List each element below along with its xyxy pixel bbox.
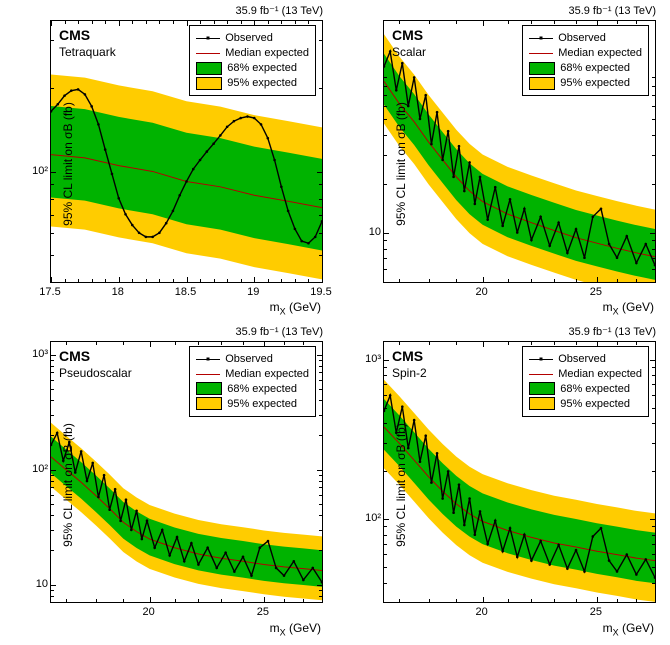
y-tick-label: 10² xyxy=(26,463,48,475)
y-axis-label: 95% CL limit on σB (fb) xyxy=(394,102,408,226)
cms-label: CMS xyxy=(392,348,423,364)
lumi-label: 35.9 fb⁻¹ (13 TeV) xyxy=(235,4,323,17)
lumi-label: 35.9 fb⁻¹ (13 TeV) xyxy=(235,325,323,338)
x-tick-label: 18.5 xyxy=(175,286,196,298)
panel-scalar: 35.9 fb⁻¹ (13 TeV) CMS Scalar ObservedMedia… xyxy=(337,4,666,325)
x-axis-label: mX (GeV) xyxy=(270,621,321,637)
x-tick-label: 25 xyxy=(257,606,269,618)
legend-median: Median expected xyxy=(529,46,642,60)
legend-95: 95% expected xyxy=(196,397,309,411)
lumi-label: 35.9 fb⁻¹ (13 TeV) xyxy=(568,4,656,17)
y-tick-label: 10³ xyxy=(26,348,48,360)
legend-68: 68% expected xyxy=(529,382,642,396)
legend-95: 95% expected xyxy=(529,76,642,90)
x-tick-label: 20 xyxy=(475,286,487,298)
plot-area: CMS Pseudoscalar ObservedMedian expected68… xyxy=(50,341,323,604)
x-tick-label: 20 xyxy=(142,606,154,618)
y-axis-label: 95% CL limit on σB (fb) xyxy=(394,423,408,547)
model-label: Pseudoscalar xyxy=(59,366,132,380)
y-tick-label: 10² xyxy=(26,165,48,177)
y-axis-label: 95% CL limit on σB (fb) xyxy=(61,102,75,226)
model-label: Tetraquark xyxy=(59,45,116,59)
x-tick-label: 19 xyxy=(247,286,259,298)
x-axis-label: mX (GeV) xyxy=(603,300,654,316)
y-tick-label: 10³ xyxy=(359,353,381,365)
legend-95: 95% expected xyxy=(529,397,642,411)
x-tick-label: 20 xyxy=(475,606,487,618)
lumi-label: 35.9 fb⁻¹ (13 TeV) xyxy=(568,325,656,338)
panel-spin2: 35.9 fb⁻¹ (13 TeV) CMS Spin-2 ObservedMedia… xyxy=(337,325,666,645)
x-tick-label: 25 xyxy=(590,286,602,298)
legend-observed: Observed xyxy=(196,352,309,366)
legend-median: Median expected xyxy=(529,367,642,381)
x-tick-label: 19.5 xyxy=(310,286,331,298)
x-axis-label: mX (GeV) xyxy=(270,300,321,316)
legend: ObservedMedian expected68% expected95% e… xyxy=(522,346,649,417)
x-tick-label: 17.5 xyxy=(39,286,60,298)
legend-68: 68% expected xyxy=(196,382,309,396)
legend-observed: Observed xyxy=(529,31,642,45)
legend: ObservedMedian expected68% expected95% e… xyxy=(522,25,649,96)
chart-grid: 35.9 fb⁻¹ (13 TeV)CMSTetraquarkObservedM… xyxy=(0,0,670,645)
legend-68: 68% expected xyxy=(196,61,309,75)
y-tick-label: 10 xyxy=(359,226,381,238)
legend: ObservedMedian expected68% expected95% e… xyxy=(189,346,316,417)
legend-observed: Observed xyxy=(529,352,642,366)
x-tick-label: 25 xyxy=(590,606,602,618)
cms-label: CMS xyxy=(59,27,90,43)
plot-area: CMS Scalar ObservedMedian expected68% expe… xyxy=(383,20,656,283)
model-label: Scalar xyxy=(392,45,426,59)
legend: ObservedMedian expected68% expected95% e… xyxy=(189,25,316,96)
y-tick-label: 10 xyxy=(26,578,48,590)
legend-observed: Observed xyxy=(196,31,309,45)
panel-tetraquark: 35.9 fb⁻¹ (13 TeV) CMS Tetraquark ObservedM… xyxy=(4,4,333,325)
cms-label: CMS xyxy=(392,27,423,43)
plot-area: CMS Tetraquark ObservedMedian expected68% … xyxy=(50,20,323,283)
legend-median: Median expected xyxy=(196,367,309,381)
model-label: Spin-2 xyxy=(392,366,427,380)
y-tick-label: 10² xyxy=(359,512,381,524)
legend-median: Median expected xyxy=(196,46,309,60)
x-axis-label: mX (GeV) xyxy=(603,621,654,637)
cms-label: CMS xyxy=(59,348,90,364)
panel-pseudoscalar: 35.9 fb⁻¹ (13 TeV) CMS Pseudoscalar Observe… xyxy=(4,325,333,645)
legend-95: 95% expected xyxy=(196,76,309,90)
plot-area: CMS Spin-2 ObservedMedian expected68% expe… xyxy=(383,341,656,604)
legend-68: 68% expected xyxy=(529,61,642,75)
x-tick-label: 18 xyxy=(112,286,124,298)
y-axis-label: 95% CL limit on σB (fb) xyxy=(61,423,75,547)
